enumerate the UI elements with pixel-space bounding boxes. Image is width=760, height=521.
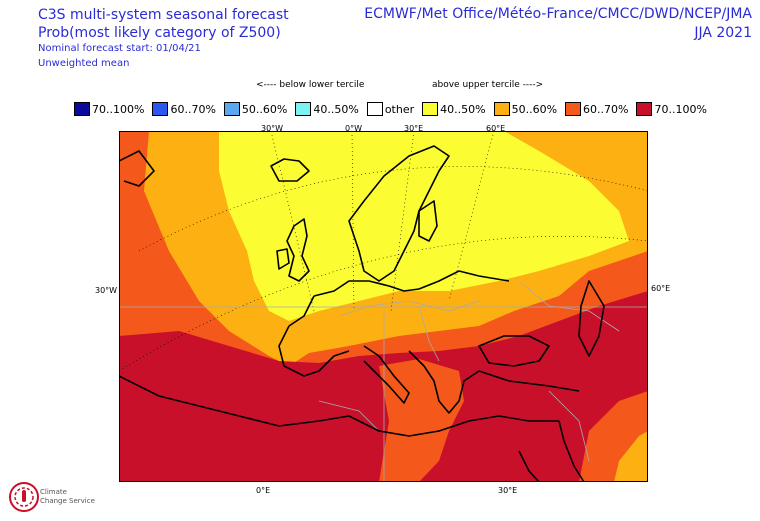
legend-item: other <box>366 102 422 116</box>
title-block-left: C3S multi-system seasonal forecast Prob(… <box>38 6 289 72</box>
legend-item: 60..70% <box>565 102 636 116</box>
logo-line2: Change Service <box>40 497 95 505</box>
forecast-title: C3S multi-system seasonal forecast <box>38 7 289 23</box>
legend-label: 70..100% <box>654 102 707 116</box>
lon-label-top: 30°W <box>261 124 284 133</box>
legend-label: 40..50% <box>440 102 486 116</box>
color-legend: 70..100% 60..70% 50..60% 40..50% other 4… <box>74 101 715 117</box>
lon-label-top: 30°E <box>404 124 424 133</box>
lon-label-bottom: 0°E <box>256 486 271 495</box>
legend-label: other <box>384 102 415 116</box>
systems-label: ECMWF/Met Office/Météo-France/CMCC/DWD/N… <box>364 6 752 22</box>
legend-label: 60..70% <box>583 102 629 116</box>
lon-label-top: 60°E <box>486 124 506 133</box>
country-borders <box>119 280 648 482</box>
legend-swatch <box>493 102 510 116</box>
legend-label: 50..60% <box>511 102 558 116</box>
title-block-right: ECMWF/Met Office/Météo-France/CMCC/DWD/N… <box>364 4 752 42</box>
legend-item: 40..50% <box>422 102 493 116</box>
logo-text: Climate Change Service <box>40 488 95 506</box>
legend-item: 60..70% <box>152 102 223 116</box>
legend-swatch <box>295 102 312 116</box>
season-label: JJA 2021 <box>694 25 752 41</box>
prob-region-50-60 <box>614 431 648 482</box>
legend-swatch <box>223 102 240 116</box>
legend-label: 60..70% <box>170 102 216 116</box>
lat-label-right: 60°E <box>651 284 671 293</box>
lon-label-bottom: 30°E <box>498 486 518 495</box>
prob-region-40-50 <box>219 131 629 321</box>
legend-swatch <box>152 102 169 116</box>
forecast-start: Nominal forecast start: 01/04/21 <box>38 43 201 54</box>
lon-label-top: 0°W <box>345 124 362 133</box>
map-frame <box>119 131 648 482</box>
legend-item: 70..100% <box>74 102 152 116</box>
legend-item: 70..100% <box>636 102 714 116</box>
weighting-label: Unweighted mean <box>38 58 130 69</box>
legend-label: 40..50% <box>313 102 359 116</box>
coastlines <box>119 145 605 482</box>
logo-line1: Climate <box>40 488 67 496</box>
lat-label-left: 30°W <box>95 286 118 295</box>
prob-region-60-70 <box>379 359 464 482</box>
legend-item: 40..50% <box>295 102 366 116</box>
copernicus-logo <box>9 482 39 512</box>
below-tercile-label: <---- below lower tercile <box>256 80 365 90</box>
legend-swatch <box>565 102 582 116</box>
above-tercile-label: above upper tercile ----> <box>432 80 544 90</box>
legend-item: 50..60% <box>223 102 295 116</box>
legend-label: 70..100% <box>92 102 145 116</box>
legend-swatch <box>74 102 90 116</box>
legend-swatch <box>366 102 383 116</box>
legend-swatch <box>636 102 653 116</box>
probability-map <box>119 131 648 482</box>
legend-swatch <box>422 102 439 116</box>
legend-label: 50..60% <box>241 102 288 116</box>
graticule <box>119 131 648 372</box>
legend-item: 50..60% <box>493 102 565 116</box>
variable-title: Prob(most likely category of Z500) <box>38 25 281 41</box>
